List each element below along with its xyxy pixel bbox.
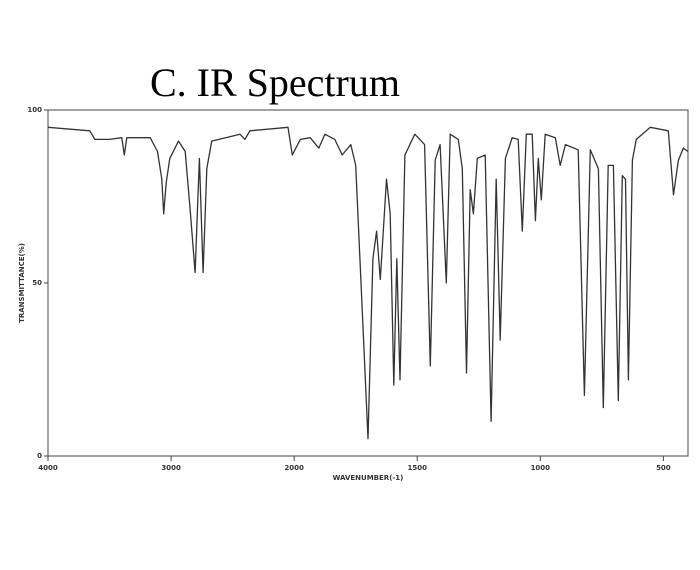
x-tick-label: 1000 [531,464,551,472]
spectrum-line [47,126,689,440]
x-tick-label: 4000 [38,464,58,472]
y-tick-label: 100 [27,106,42,114]
x-tick-label: 3000 [161,464,181,472]
x-axis-label: WAVENUMBER(-1) [333,474,404,482]
y-tick-label: 0 [37,452,42,460]
chart-title: C. IR Spectrum [150,60,400,105]
x-tick-label: 2000 [284,464,304,472]
plot-frame [47,109,689,457]
y-tick-label: 50 [32,279,42,287]
x-tick-label: 1500 [407,464,427,472]
x-tick-label: 500 [656,464,671,472]
y-axis-label: TRANSMITTANCE(%) [18,243,26,323]
